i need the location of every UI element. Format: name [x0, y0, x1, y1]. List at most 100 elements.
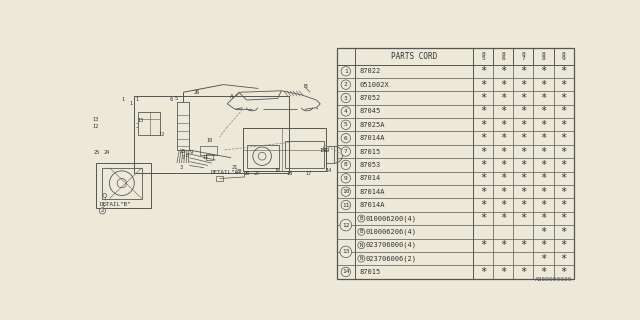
Text: B: B	[360, 229, 363, 234]
Bar	[205, 154, 213, 160]
Text: 26: 26	[193, 90, 200, 95]
Circle shape	[341, 67, 351, 76]
Text: A880000030: A880000030	[534, 277, 572, 282]
Text: *: *	[480, 93, 486, 103]
Text: *: *	[500, 240, 506, 250]
Text: 8: 8	[562, 52, 566, 57]
Bar	[337, 48, 573, 279]
Circle shape	[341, 120, 351, 130]
Text: 5: 5	[344, 122, 348, 127]
Bar	[246, 145, 279, 168]
Text: *: *	[520, 147, 527, 156]
Circle shape	[341, 147, 351, 156]
Text: *: *	[561, 200, 567, 210]
Text: *: *	[561, 213, 567, 223]
Circle shape	[340, 219, 351, 231]
Circle shape	[341, 267, 351, 277]
Circle shape	[358, 242, 365, 249]
Text: *: *	[500, 173, 506, 183]
Text: *: *	[561, 93, 567, 103]
Text: *: *	[500, 80, 506, 90]
Text: *: *	[500, 93, 506, 103]
Text: 6: 6	[344, 136, 348, 141]
Text: 8: 8	[481, 52, 485, 57]
Text: 9: 9	[344, 176, 348, 181]
Text: *: *	[500, 160, 506, 170]
Text: *: *	[561, 80, 567, 90]
Text: 12: 12	[92, 124, 99, 130]
Text: *: *	[520, 240, 527, 250]
Text: 87052: 87052	[360, 95, 381, 101]
Text: 20: 20	[243, 171, 250, 176]
Text: *: *	[561, 120, 567, 130]
Circle shape	[358, 255, 365, 262]
Text: 010006206(4): 010006206(4)	[365, 228, 417, 235]
Text: 8: 8	[541, 52, 545, 57]
Text: 023706000(4): 023706000(4)	[365, 242, 417, 248]
Text: *: *	[540, 147, 547, 156]
Text: *: *	[540, 213, 547, 223]
Text: *: *	[520, 173, 527, 183]
Text: 13: 13	[342, 249, 349, 254]
Text: A: A	[230, 94, 234, 100]
Text: 12: 12	[342, 223, 349, 228]
Text: *: *	[561, 107, 567, 116]
Text: 24: 24	[103, 150, 109, 155]
Text: PARTS CORD: PARTS CORD	[391, 52, 437, 60]
Text: *: *	[520, 80, 527, 90]
Text: 5: 5	[481, 56, 485, 61]
Text: *: *	[520, 267, 527, 277]
Circle shape	[99, 208, 106, 214]
Circle shape	[341, 187, 351, 196]
Bar	[326, 146, 334, 163]
Text: 11: 11	[202, 155, 209, 160]
Text: 17: 17	[305, 171, 312, 176]
Bar	[285, 141, 324, 168]
Text: DETAIL"A": DETAIL"A"	[210, 170, 242, 175]
Text: 1: 1	[129, 101, 132, 106]
Text: 87025A: 87025A	[360, 122, 385, 128]
Circle shape	[340, 246, 351, 258]
Text: *: *	[540, 120, 547, 130]
Text: 9: 9	[189, 150, 193, 155]
Text: 87015: 87015	[360, 269, 381, 275]
Text: *: *	[561, 173, 567, 183]
Text: B: B	[360, 216, 363, 221]
Text: *: *	[540, 240, 547, 250]
Text: *: *	[561, 253, 567, 264]
Text: 87014A: 87014A	[360, 202, 385, 208]
Text: *: *	[520, 160, 527, 170]
Circle shape	[341, 93, 351, 103]
Text: 3: 3	[344, 96, 348, 100]
Text: 19: 19	[323, 148, 330, 153]
Text: *: *	[500, 200, 506, 210]
Text: 14: 14	[325, 168, 331, 173]
Text: 8: 8	[522, 52, 525, 57]
Text: *: *	[520, 133, 527, 143]
Bar	[177, 102, 189, 150]
Text: 6: 6	[501, 56, 505, 61]
Text: *: *	[540, 107, 547, 116]
Text: 27: 27	[253, 171, 260, 176]
Text: *: *	[480, 107, 486, 116]
Bar	[95, 163, 151, 208]
Text: *: *	[480, 200, 486, 210]
Text: *: *	[480, 147, 486, 156]
Text: *: *	[500, 133, 506, 143]
Text: *: *	[561, 133, 567, 143]
Text: *: *	[480, 120, 486, 130]
Text: 21: 21	[232, 165, 238, 170]
Text: *: *	[480, 80, 486, 90]
Text: 87014A: 87014A	[360, 189, 385, 195]
Text: 4: 4	[344, 109, 348, 114]
Text: *: *	[480, 133, 486, 143]
Text: 7: 7	[344, 149, 348, 154]
Circle shape	[341, 160, 351, 170]
Text: 18: 18	[286, 171, 292, 176]
Text: 9: 9	[562, 56, 566, 61]
Text: 13: 13	[92, 117, 99, 122]
Text: 10: 10	[342, 189, 349, 194]
Text: 3: 3	[179, 165, 182, 170]
Text: 6: 6	[170, 98, 173, 102]
Text: 87022: 87022	[360, 68, 381, 74]
